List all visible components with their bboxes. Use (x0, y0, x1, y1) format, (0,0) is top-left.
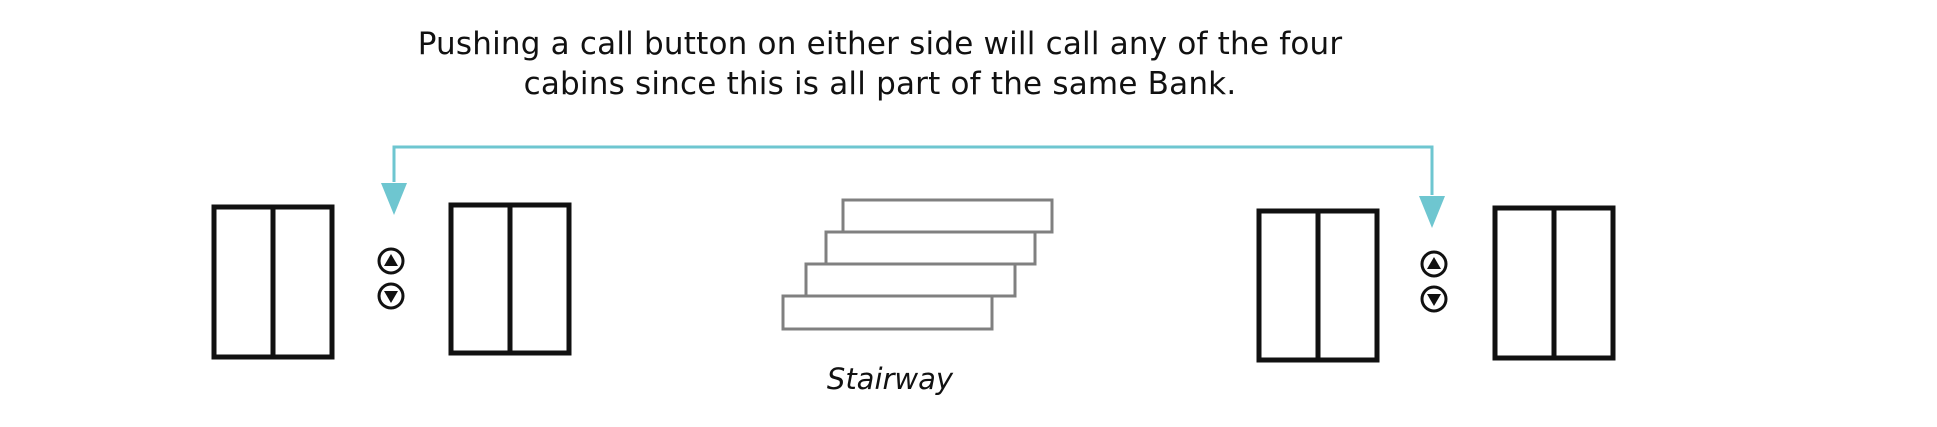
stair-step (804, 262, 1017, 298)
stair-step (781, 294, 994, 331)
connector-line (392, 145, 1434, 195)
left-call-button-panel (377, 247, 405, 310)
elevator-cabin-1 (211, 204, 335, 360)
elevator-cabin-2 (448, 202, 572, 356)
call-down-icon[interactable] (377, 282, 405, 310)
right-arrowhead-icon (1419, 196, 1445, 228)
caption-line-1: Pushing a call button on either side wil… (417, 26, 1343, 62)
stairway-icon (781, 198, 1054, 331)
bank-connector (381, 145, 1445, 228)
elevator-cabin-3 (1256, 208, 1380, 363)
call-up-icon[interactable] (1420, 250, 1448, 278)
stair-step (841, 198, 1054, 234)
right-call-button-panel (1420, 250, 1448, 313)
call-down-icon[interactable] (1420, 285, 1448, 313)
call-up-icon[interactable] (377, 247, 405, 275)
diagram-caption: Pushing a call button on either side wil… (380, 24, 1380, 104)
left-arrowhead-icon (381, 183, 407, 215)
stair-step (824, 230, 1037, 266)
stairway-label: Stairway (826, 362, 954, 396)
caption-line-2: cabins since this is all part of the sam… (523, 66, 1237, 102)
elevator-cabin-4 (1492, 205, 1616, 361)
